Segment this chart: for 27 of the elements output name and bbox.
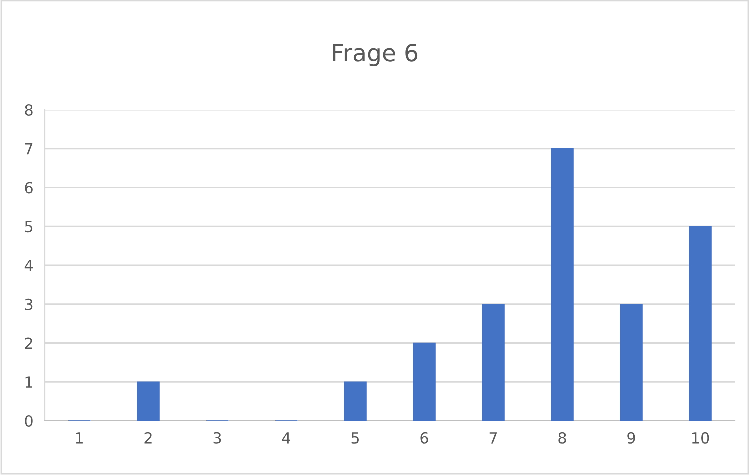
x-tick-label: 3 [214, 432, 222, 444]
y-tick-label: 5 [25, 221, 33, 233]
x-tick-label: 1 [76, 432, 83, 444]
bar [551, 148, 574, 421]
x-tick-label: 6 [420, 432, 428, 444]
bar [137, 382, 160, 421]
x-tick-label: 2 [144, 432, 152, 444]
y-tick-label: 7 [25, 144, 33, 155]
bar [482, 304, 505, 421]
x-tick-label: 4 [282, 432, 291, 444]
bar [620, 304, 643, 421]
y-tick-label: 0 [25, 415, 33, 428]
y-tick-label: 3 [25, 298, 33, 310]
bar [413, 342, 436, 421]
bar [344, 382, 367, 421]
x-tick-label: 7 [490, 432, 498, 444]
y-tick-label: 8 [25, 104, 33, 116]
x-tick-label: 10 [692, 432, 710, 444]
y-tick-label: 4 [24, 260, 34, 272]
y-tick-label: 2 [25, 338, 32, 350]
x-tick-label: 5 [352, 432, 360, 444]
y-tick-label: 1 [26, 376, 32, 388]
bar [689, 226, 712, 421]
y-tick-label: 6 [25, 182, 33, 194]
x-tick-label: 9 [628, 432, 636, 444]
chart-title: Frage 6 [333, 44, 418, 66]
x-tick-label: 8 [558, 432, 566, 444]
